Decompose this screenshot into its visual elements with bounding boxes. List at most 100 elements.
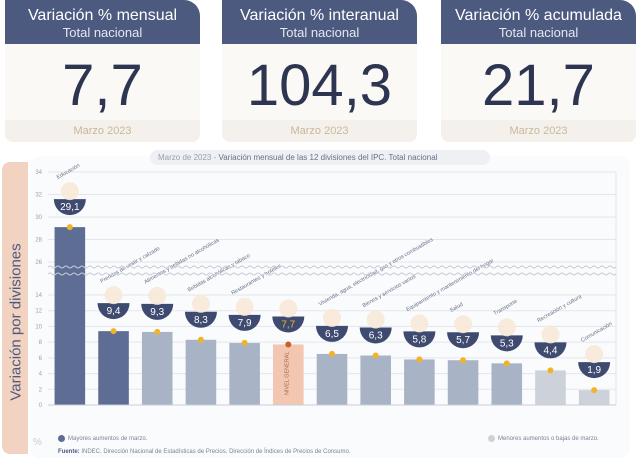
y-tick-label: 0: [39, 403, 43, 409]
value-label: 6,3: [369, 331, 383, 342]
bar: [54, 227, 86, 405]
chart-title: Marzo de 2023 - Variación mensual de las…: [150, 150, 490, 165]
division-icon: [497, 318, 516, 337]
bar-dot: [591, 387, 598, 394]
y-tick-label: 12: [35, 309, 42, 315]
y-tick-label: 14: [35, 293, 42, 299]
source-label: Fuente:: [58, 449, 80, 455]
card-title: Variación % mensual: [27, 7, 178, 24]
y-tick-label: 26: [35, 260, 42, 266]
division-icon: [235, 297, 254, 316]
category-label: NIVEL GENERAL: [284, 351, 290, 395]
card-title: Variación % acumulada: [455, 7, 622, 24]
bar-dot: [460, 357, 467, 364]
legend-high-swatch: [58, 435, 65, 442]
card-date: Marzo 2023: [441, 120, 636, 142]
bar: [185, 339, 217, 405]
card-body: 21,7 Marzo 2023: [441, 44, 636, 142]
y-axis-label-box: Variación por divisiones: [2, 162, 28, 454]
chart-panel: Variación por divisiones Marzo de 2023 -…: [0, 150, 640, 462]
division-icon: [148, 286, 167, 305]
division-icon: [323, 308, 341, 327]
chart-title-main: Variación mensual de las 12 divisiones d…: [218, 153, 438, 162]
division-icon: [585, 345, 604, 364]
bar-dot: [329, 350, 335, 357]
bar: [535, 370, 566, 405]
card-value: 21,7: [482, 53, 595, 118]
bar-dot: [197, 336, 204, 343]
bar-dot: [547, 367, 554, 374]
value-label: 29,1: [60, 202, 80, 213]
y-tick-label: 32: [35, 193, 42, 199]
division-icon: [454, 315, 473, 334]
division-icon: [104, 286, 123, 305]
card-value: 104,3: [246, 53, 393, 118]
value-badge: [97, 303, 130, 320]
value-label: 1,9: [587, 365, 601, 376]
value-label: 4,4: [544, 345, 558, 356]
value-badge: [53, 199, 86, 216]
source-text: INDEC. Dirección Nacional de Estadística…: [79, 449, 351, 455]
y-tick-label: 34: [35, 170, 42, 176]
value-badge: [359, 327, 392, 344]
card-value: 7,7: [62, 53, 143, 118]
bar-chart: 02468101214262830323429,1Educación9,4Pre…: [35, 163, 617, 409]
y-tick-label: 30: [35, 215, 42, 221]
chart-background: [30, 156, 630, 458]
card-header: Variación % acumulada Total nacional: [441, 0, 636, 44]
y-tick-label: 4: [39, 372, 43, 378]
card-date: Marzo 2023: [222, 120, 417, 142]
value-label: 5,3: [500, 338, 514, 349]
division-icon: [410, 314, 429, 333]
card-header: Variación % interanual Total nacional: [222, 0, 417, 44]
source-note: Fuente: INDEC. Dirección Nacional de Est…: [58, 449, 350, 455]
bar: [447, 360, 479, 405]
category-label: Comunicación: [580, 321, 613, 344]
card-date: Marzo 2023: [5, 120, 200, 142]
card-body: 7,7 Marzo 2023: [5, 44, 200, 142]
value-badge: [534, 342, 567, 359]
card-header: Variación % mensual Total nacional: [5, 0, 200, 44]
bar-dot: [372, 352, 379, 359]
card-title: Variación % interanual: [240, 7, 399, 24]
value-badge: [578, 362, 611, 379]
value-label: 7,7: [281, 320, 295, 331]
value-label: 5,8: [412, 334, 426, 345]
value-badge: [228, 314, 261, 331]
category-label: Salud: [449, 302, 464, 314]
card-subtitle: Total nacional: [62, 25, 143, 40]
bar-dot: [66, 224, 73, 231]
bar-dot: [154, 328, 161, 335]
value-label: 6,5: [325, 329, 339, 340]
bar-dot: [241, 339, 248, 346]
legend-low-label: Menores aumentos o bajas de marzo.: [498, 436, 599, 443]
legend-low-swatch: [488, 435, 495, 442]
bar: [98, 331, 129, 405]
value-badge: [490, 335, 523, 352]
value-badge: [184, 311, 217, 328]
card-subtitle: Total nacional: [498, 25, 579, 40]
legend-low: Menores aumentos o bajas de marzo.: [488, 435, 599, 442]
bar-dot: [416, 356, 423, 363]
division-icon: [366, 310, 385, 329]
bar: [360, 355, 391, 405]
division-icon: [191, 294, 210, 313]
bar-dot: [285, 341, 292, 348]
value-label: 5,7: [456, 335, 470, 346]
card-cumulative: Variación % acumulada Total nacional 21,…: [441, 0, 636, 142]
y-tick-label: 10: [35, 324, 42, 330]
division-icon: [279, 299, 298, 318]
axis-break: [47, 272, 617, 276]
unit-label: %: [33, 437, 42, 448]
value-label: 7,9: [238, 318, 252, 329]
value-badge: [403, 331, 436, 348]
bar: [316, 353, 348, 405]
card-subtitle: Total nacional: [279, 25, 360, 40]
y-tick-label: 28: [35, 238, 42, 244]
bar: [273, 344, 304, 405]
card-yearly: Variación % interanual Total nacional 10…: [222, 0, 417, 142]
bar: [491, 363, 523, 405]
y-tick-label: 2: [39, 387, 43, 393]
division-icon: [541, 325, 560, 344]
card-body: 104,3 Marzo 2023: [222, 44, 417, 142]
